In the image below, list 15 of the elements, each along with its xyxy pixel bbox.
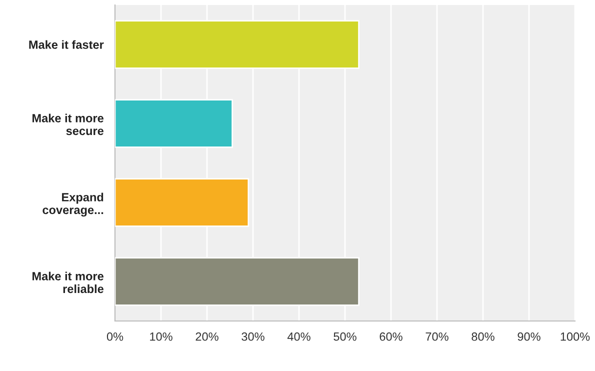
x-tick-label: 100%	[560, 332, 590, 341]
y-tick-label: Make it more secure	[32, 114, 104, 136]
y-tick-label: Expand coverage...	[42, 192, 104, 217]
x-tick-label: 0%	[106, 332, 124, 341]
y-tick-label: Make it faster	[29, 40, 104, 49]
x-tick-label: 10%	[150, 332, 172, 341]
x-tick-label: 60%	[380, 332, 402, 341]
x-tick-label: 70%	[426, 332, 448, 341]
x-tick-label: 30%	[242, 332, 264, 341]
x-tick-label: 90%	[518, 332, 540, 341]
x-tick-label: 20%	[196, 332, 218, 341]
y-tick-label: Make it more reliable	[32, 272, 104, 294]
x-tick-label: 80%	[472, 332, 494, 341]
x-tick-label: 40%	[287, 332, 310, 341]
x-tick-label: 50%	[334, 332, 356, 341]
